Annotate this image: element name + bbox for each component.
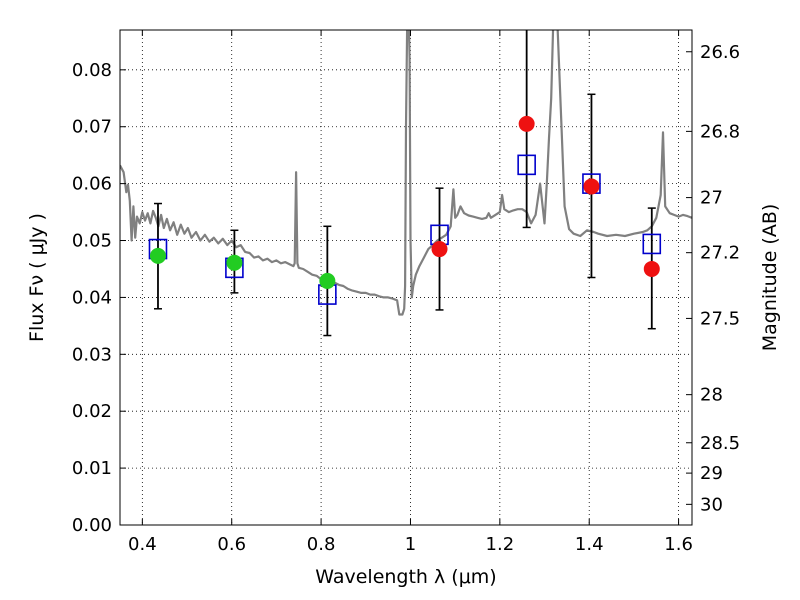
x-tick-label: 0.8 — [307, 534, 336, 555]
model-flux-square — [642, 233, 662, 255]
observed-flux-point — [149, 247, 166, 264]
y-axis-right-label: Magnitude (AB) — [759, 204, 781, 352]
y-tick-label: 0.08 — [72, 60, 112, 81]
plot-frame — [119, 29, 693, 526]
y-axis-label: Flux Fν ( μJy ) — [26, 213, 48, 342]
observed-flux-point — [583, 178, 600, 195]
mag-tick-label: 29 — [700, 463, 723, 484]
y-tick-label: 0.03 — [72, 344, 112, 365]
observed-flux-point — [226, 254, 243, 271]
mag-tick-label: 27.2 — [700, 243, 740, 264]
y-tick-label: 0.06 — [72, 174, 112, 195]
x-tick-label: 1 — [405, 534, 416, 555]
y-tick-label: 0.04 — [72, 287, 112, 308]
observed-flux-point — [643, 260, 660, 277]
x-axis-label: Wavelength λ (μm) — [315, 566, 496, 588]
x-tick-label: 1.4 — [575, 534, 604, 555]
mag-tick-label: 27.5 — [700, 308, 740, 329]
mag-tick-label: 28.5 — [700, 433, 740, 454]
y-tick-label: 0.00 — [72, 515, 112, 536]
mag-tick-label: 27 — [700, 188, 723, 209]
y-tick-label: 0.07 — [72, 117, 112, 138]
y-tick-label: 0.01 — [72, 458, 112, 479]
mag-tick-label: 26.6 — [700, 42, 740, 63]
mag-tick-label: 30 — [700, 494, 723, 515]
y-tick-label: 0.05 — [72, 231, 112, 252]
mag-tick-label: 26.8 — [700, 121, 740, 142]
mag-tick-label: 28 — [700, 385, 723, 406]
y-tick-label: 0.02 — [72, 401, 112, 422]
x-tick-label: 1.6 — [664, 534, 693, 555]
x-tick-label: 1.2 — [486, 534, 515, 555]
model-flux-square — [517, 154, 536, 176]
model-spectrum-layer — [120, 30, 692, 316]
observed-flux-point — [431, 241, 448, 258]
model-spectrum-line — [120, 30, 692, 316]
x-tick-label: 0.6 — [217, 534, 246, 555]
observed-flux-point — [319, 272, 336, 289]
ticks-layer: 0.4 0.6 0.8 1 1.2 1.4 1.6 0.00 0.01 0.02 0.03 0.04 0… — [72, 30, 740, 555]
observed-flux-point — [518, 115, 535, 132]
x-tick-label: 0.4 — [128, 534, 157, 555]
data-points-layer — [148, 30, 662, 337]
